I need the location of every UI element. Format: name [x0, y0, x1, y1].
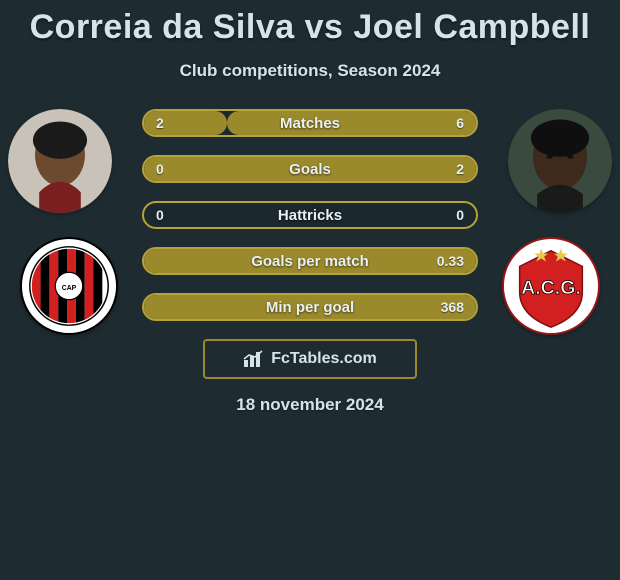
stat-value-right: 0.33 — [437, 253, 464, 269]
stat-value-right: 0 — [456, 207, 464, 223]
club-right-badge: A.C.G. — [502, 237, 600, 335]
stat-label: Goals — [144, 161, 476, 178]
stat-row: 2Matches6 — [142, 109, 478, 137]
stat-label: Goals per match — [144, 253, 476, 270]
brand-text: FcTables.com — [271, 350, 377, 368]
player-left-face-icon — [8, 109, 112, 213]
stat-bars: 2Matches60Goals20Hattricks0Goals per mat… — [142, 109, 478, 321]
stat-label: Min per goal — [144, 299, 476, 316]
stat-row: 0Goals2 — [142, 155, 478, 183]
comparison-panel: CAP A.C.G. 2Matches60Goals20Hattricks0Go… — [0, 109, 620, 415]
date-text: 18 november 2024 — [0, 395, 620, 415]
stat-row: Min per goal368 — [142, 293, 478, 321]
svg-text:CAP: CAP — [62, 285, 77, 292]
stat-label: Hattricks — [144, 207, 476, 224]
player-right-avatar — [508, 109, 612, 213]
stat-row: 0Hattricks0 — [142, 201, 478, 229]
stat-value-right: 368 — [441, 299, 464, 315]
stat-value-right: 6 — [456, 115, 464, 131]
stat-row: Goals per match0.33 — [142, 247, 478, 275]
club-right-badge-icon: A.C.G. — [502, 237, 600, 335]
stat-label: Matches — [144, 115, 476, 132]
club-left-badge: CAP — [20, 237, 118, 335]
brand-box: FcTables.com — [203, 339, 417, 379]
player-left-avatar — [8, 109, 112, 213]
club-left-badge-icon: CAP — [20, 237, 118, 335]
stat-value-right: 2 — [456, 161, 464, 177]
player-right-face-icon — [508, 109, 612, 213]
subtitle: Club competitions, Season 2024 — [0, 61, 620, 81]
page-title: Correia da Silva vs Joel Campbell — [0, 0, 620, 47]
brand-chart-icon — [243, 350, 265, 368]
svg-text:A.C.G.: A.C.G. — [521, 277, 581, 299]
